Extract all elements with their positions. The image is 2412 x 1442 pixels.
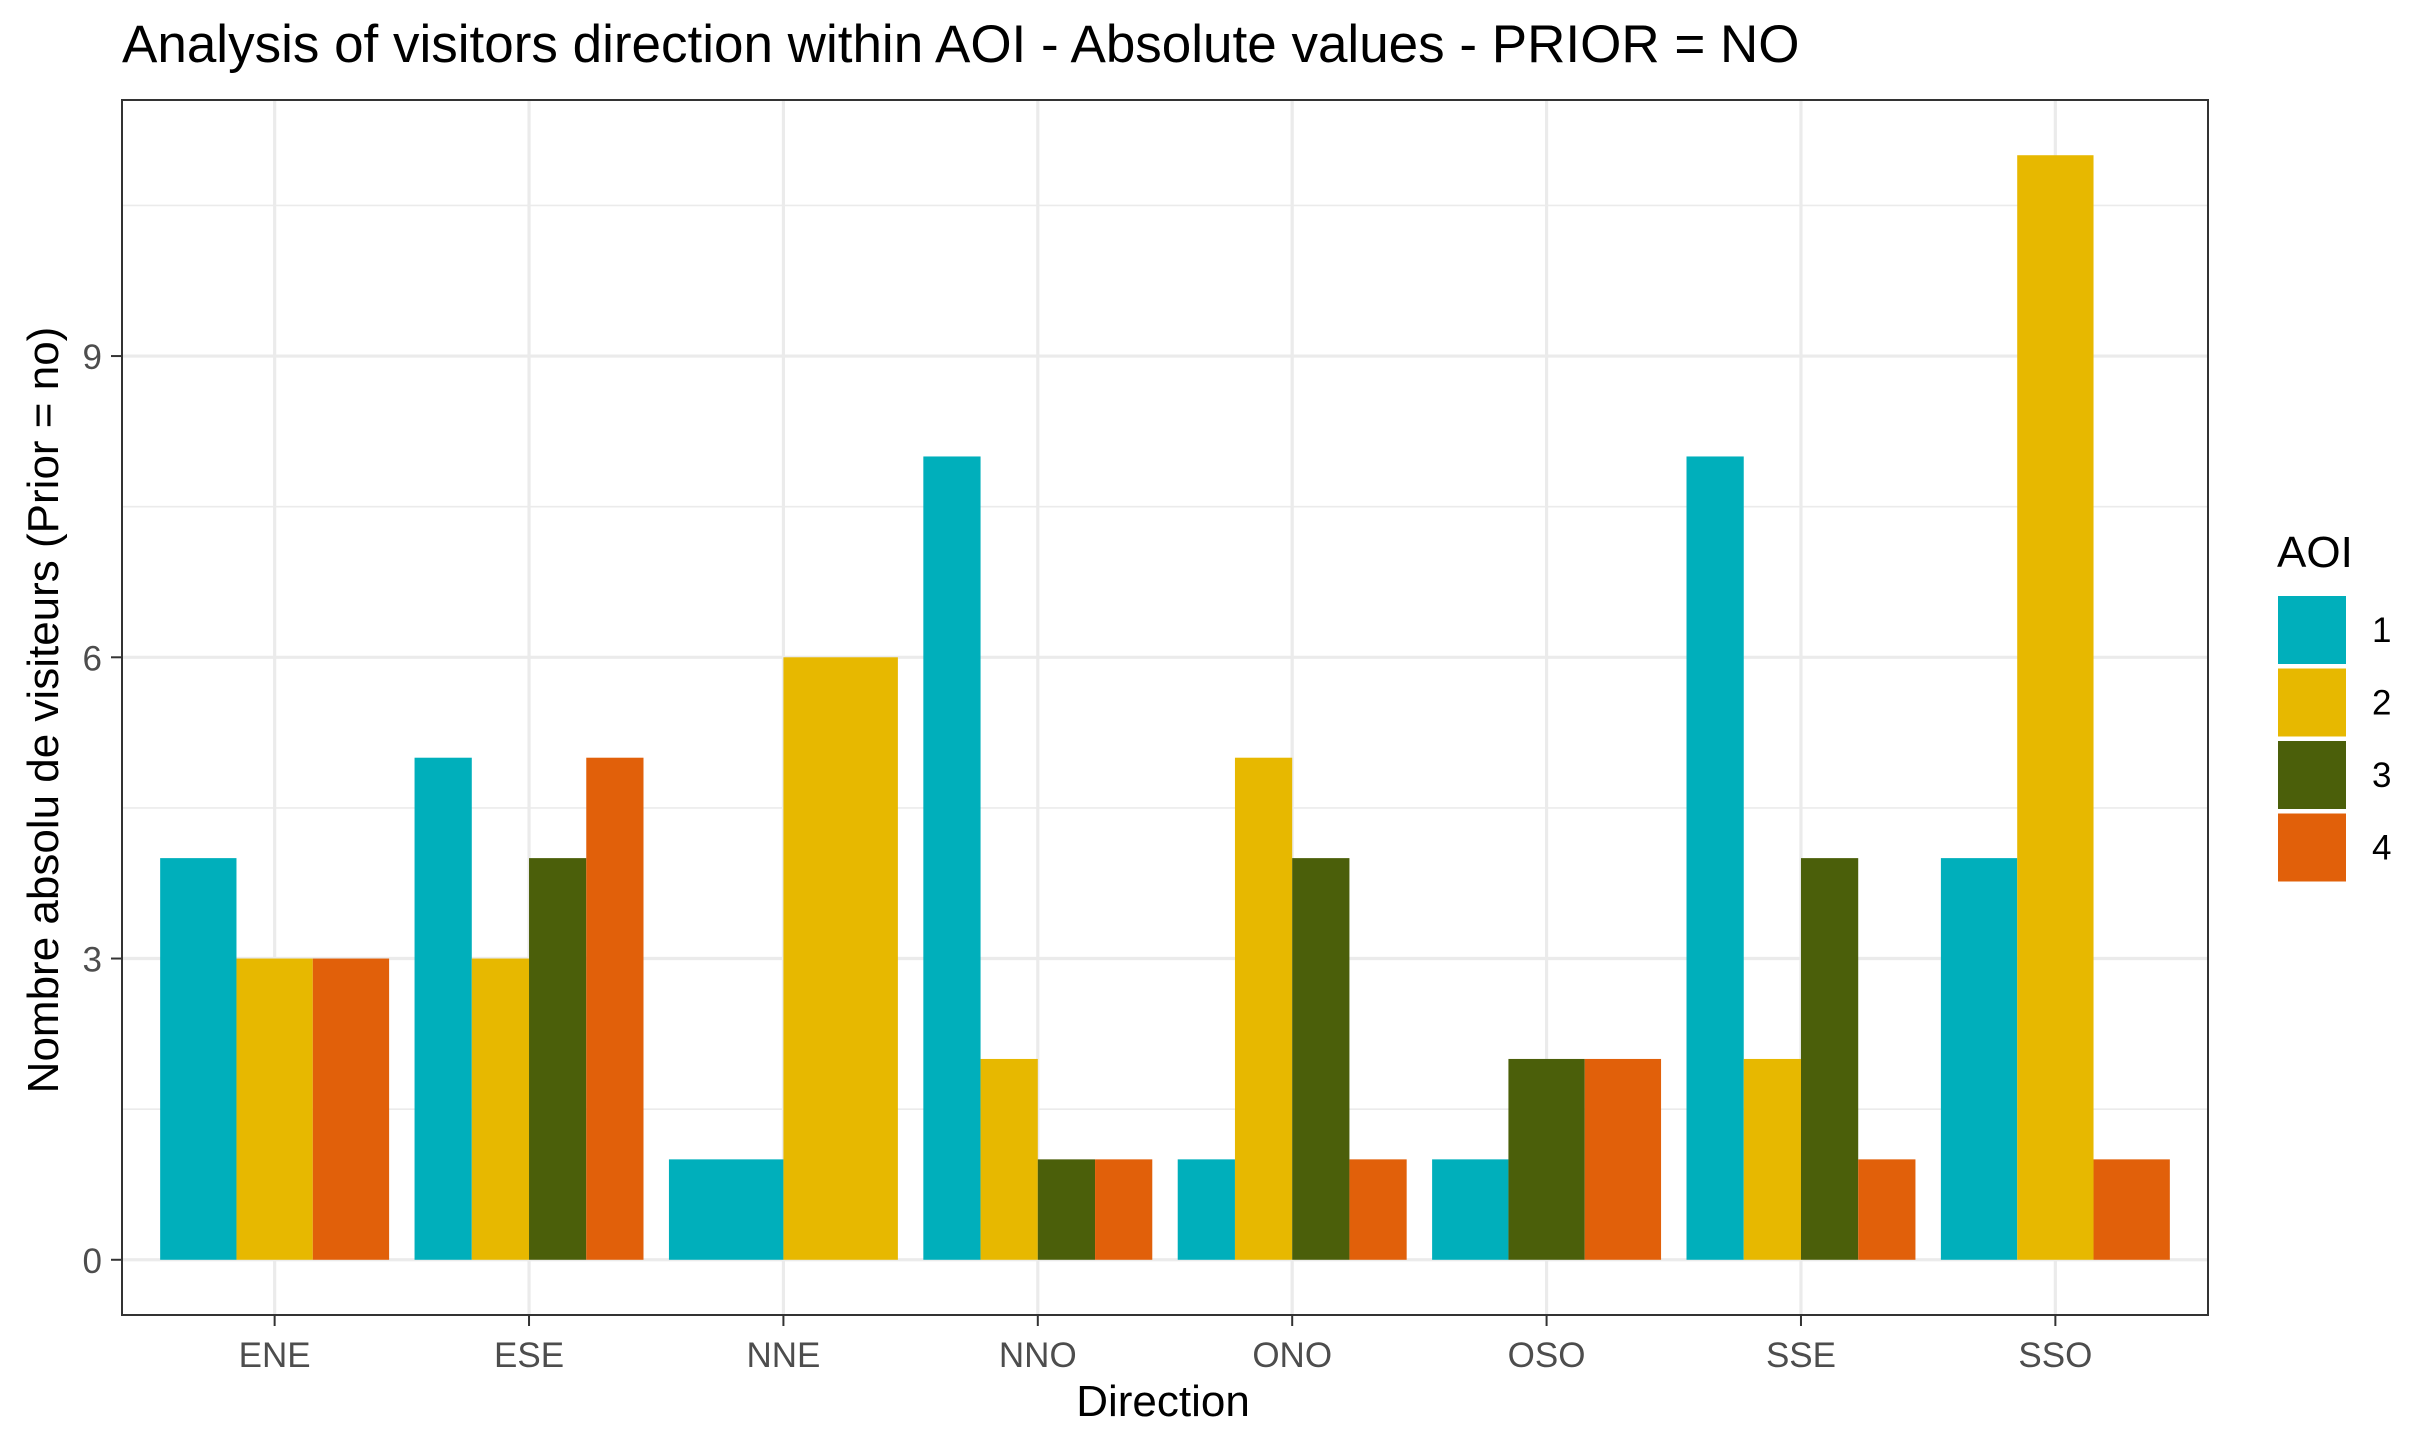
x-tick-label: SSE <box>1766 1336 1836 1375</box>
y-axis-title: Nombre absolu de visiteurs (Prior = no) <box>19 327 68 1094</box>
legend-key-aoi-4 <box>2278 813 2346 882</box>
bar-aoi-2-ono <box>1234 757 1293 1260</box>
bar-aoi-4-oso <box>1584 1058 1662 1260</box>
y-tick-label: 0 <box>83 1242 102 1281</box>
x-tick-label: ESE <box>494 1336 564 1375</box>
legend-label-aoi-2: 2 <box>2372 684 2391 723</box>
bar-aoi-1-ono <box>1177 1159 1235 1260</box>
y-tick-label: 6 <box>83 639 102 678</box>
bar-aoi-2-nno <box>980 1058 1038 1260</box>
bar-aoi-3-oso <box>1508 1058 1585 1260</box>
bar-aoi-2-ene <box>236 958 313 1260</box>
legend-title: AOI <box>2277 528 2353 577</box>
bar-aoi-4-sso <box>2093 1159 2170 1260</box>
x-tick-label: ONO <box>1252 1336 1332 1375</box>
bar-aoi-1-sse <box>1686 456 1744 1260</box>
legend-key-aoi-2 <box>2278 668 2346 737</box>
x-tick-label: SSO <box>2018 1336 2092 1375</box>
x-tick-label: NNO <box>999 1336 1077 1375</box>
bar-aoi-4-ene <box>312 958 390 1260</box>
bar-aoi-4-nno <box>1095 1159 1153 1260</box>
bar-aoi-1-nno <box>923 456 981 1260</box>
bar-aoi-4-ono <box>1349 1159 1407 1260</box>
x-tick-label: ENE <box>239 1336 311 1375</box>
bar-aoi-2-ese <box>471 958 530 1260</box>
bar-aoi-3-nno <box>1037 1159 1096 1260</box>
bar-aoi-2-nne <box>783 657 898 1260</box>
y-tick-label: 9 <box>83 338 102 377</box>
bar-aoi-2-sso <box>2017 155 2094 1260</box>
plot-panel-border <box>121 99 2209 1316</box>
legend-key-aoi-1 <box>2278 596 2346 664</box>
bar-aoi-4-sse <box>1858 1159 1916 1260</box>
bar-aoi-1-nne <box>668 1159 784 1260</box>
x-tick-label: OSO <box>1508 1336 1586 1375</box>
y-tick-label: 3 <box>83 941 102 980</box>
legend-label-aoi-3: 3 <box>2372 756 2391 795</box>
bar-aoi-4-ese <box>586 757 644 1260</box>
bar-aoi-1-ese <box>414 757 472 1260</box>
bar-aoi-3-ese <box>529 858 587 1260</box>
bar-aoi-3-sse <box>1800 858 1859 1260</box>
chart-title: Analysis of visitors direction within AO… <box>122 15 1800 74</box>
bar-aoi-1-oso <box>1432 1159 1509 1260</box>
bar-aoi-2-sse <box>1743 1058 1801 1260</box>
bar-aoi-1-sso <box>1940 858 2018 1260</box>
legend-label-aoi-1: 1 <box>2372 611 2391 650</box>
x-axis-title: Direction <box>1076 1377 1250 1426</box>
bar-aoi-3-ono <box>1292 858 1350 1260</box>
x-tick-label: NNE <box>746 1336 820 1375</box>
bar-aoi-1-ene <box>160 858 237 1260</box>
legend-label-aoi-4: 4 <box>2372 829 2391 868</box>
legend-key-aoi-3 <box>2278 741 2346 809</box>
